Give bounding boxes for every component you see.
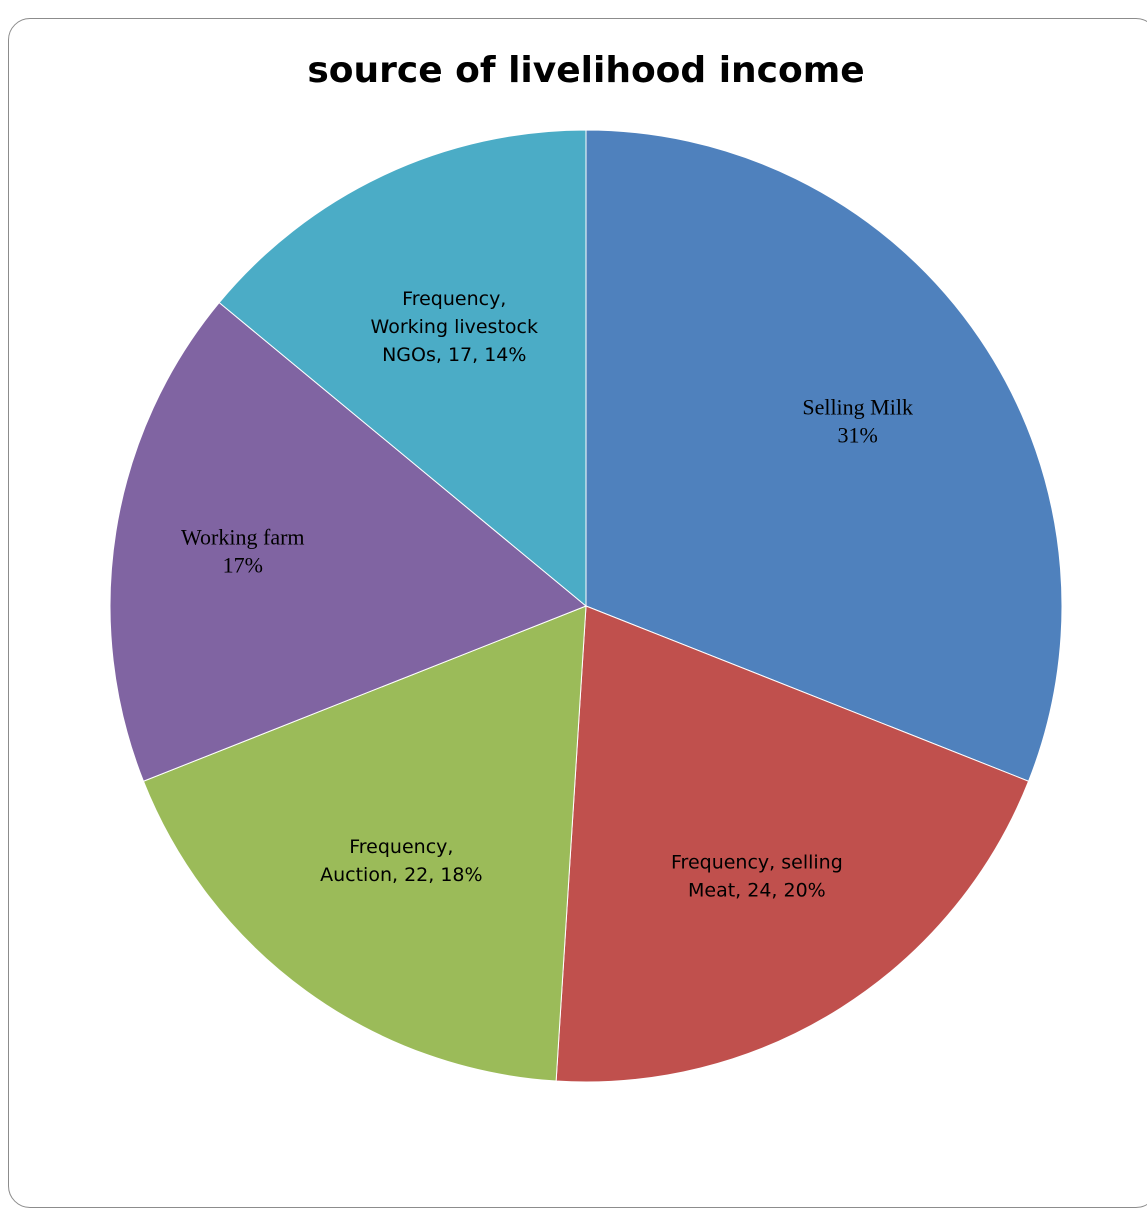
data-label-auction: Frequency, Auction, 22, 18% (320, 836, 482, 886)
pie-slice-selling-milk (585, 129, 1063, 782)
pie-slice-auction (142, 605, 587, 1082)
chart-title: source of livelihood income (307, 50, 864, 91)
data-label-working-farm: Working farm 17% (181, 525, 304, 578)
pie-data-labels: Selling Milk 31% Frequency, selling Meat, 2… (181, 288, 913, 901)
pie-slices (109, 129, 1063, 1083)
pie-slice-working-farm (109, 301, 587, 782)
data-label-selling-milk: Selling Milk 31% (802, 394, 913, 447)
pie-slice-selling-meat (555, 605, 1030, 1083)
pie-slice-working-livestock-ngos (218, 129, 587, 608)
data-label-selling-meat: Frequency, selling Meat, 24, 20% (671, 851, 843, 901)
data-label-working-livestock-ngos: Frequency, Working livestock NGOs, 17, 14% (371, 288, 538, 366)
